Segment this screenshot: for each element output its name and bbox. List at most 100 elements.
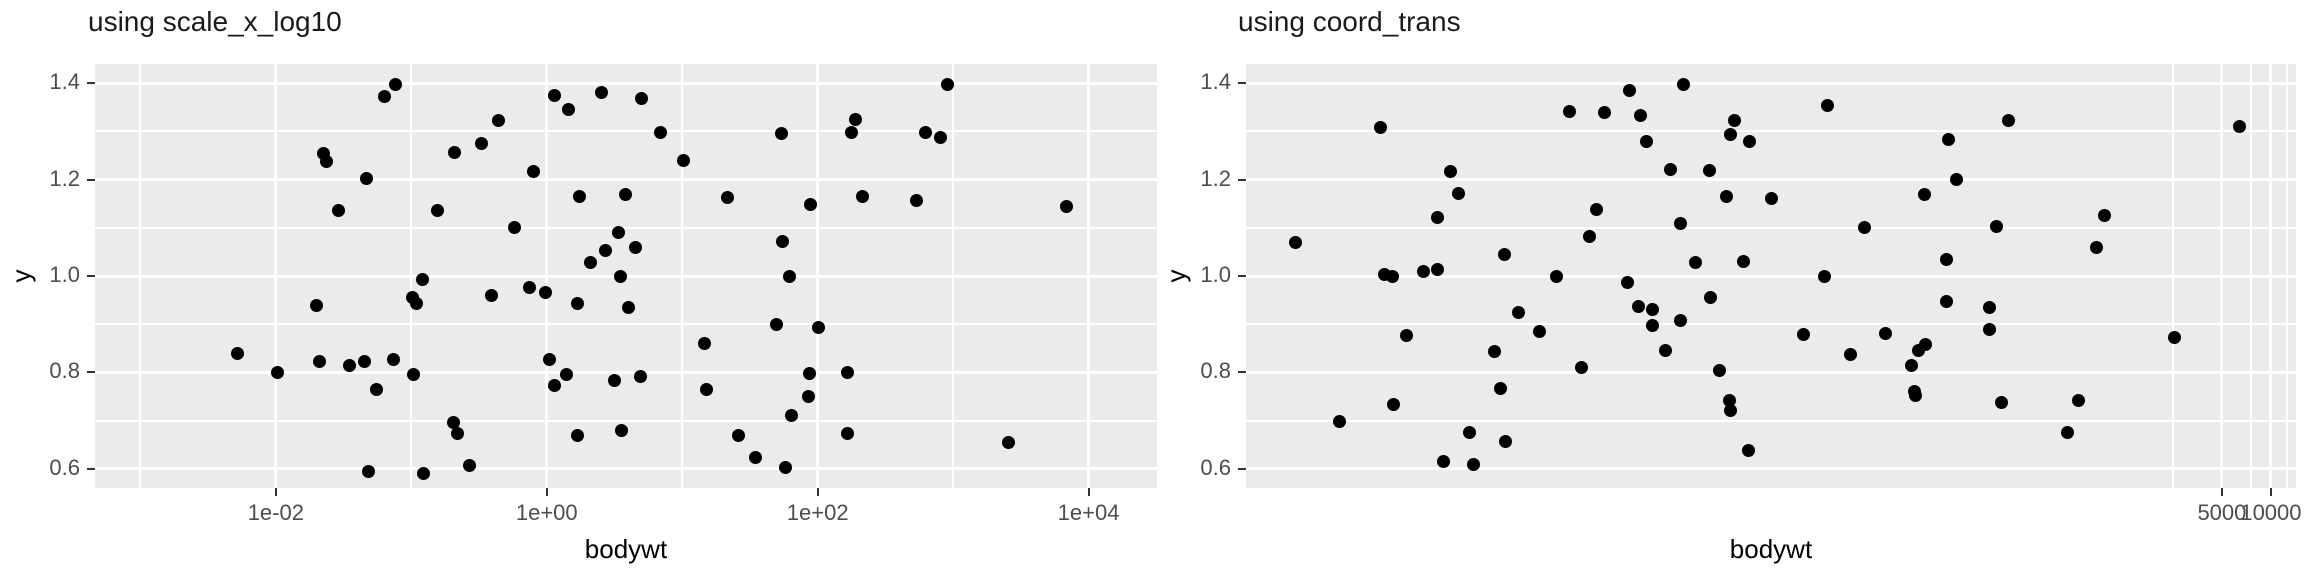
data-point <box>1646 319 1660 333</box>
data-point <box>1387 398 1401 412</box>
y-tick-mark <box>87 82 95 85</box>
data-point <box>910 194 924 208</box>
gridline-minor-y <box>95 323 1157 326</box>
y-tick-label: 1.0 <box>1200 262 1231 287</box>
gridline-major-y <box>1246 370 2296 374</box>
data-point <box>941 77 955 91</box>
gridline-major-x <box>2269 64 2273 488</box>
data-point <box>475 137 489 150</box>
data-point <box>377 89 391 103</box>
gridline-major-y <box>95 370 1157 374</box>
data-point <box>1631 299 1645 313</box>
data-point <box>548 88 562 102</box>
data-point <box>1843 348 1857 362</box>
data-point <box>1621 276 1635 290</box>
data-point <box>699 382 713 396</box>
data-point <box>447 415 461 429</box>
y-tick-label: 0.8 <box>49 358 80 384</box>
data-point <box>676 153 690 167</box>
x-tick-label: 1e+02 <box>786 500 849 525</box>
data-point <box>1821 98 1835 112</box>
data-point <box>1623 84 1637 97</box>
data-point <box>271 365 285 379</box>
data-point <box>1724 127 1738 141</box>
data-point <box>361 465 375 479</box>
data-point <box>1499 434 1513 448</box>
data-point <box>573 190 587 203</box>
data-point <box>804 198 818 212</box>
data-point <box>1443 164 1457 178</box>
data-point <box>1289 236 1303 250</box>
data-point <box>1431 211 1445 225</box>
data-point <box>1385 269 1399 283</box>
data-point <box>1676 77 1690 91</box>
gridline-minor-y <box>95 130 1157 133</box>
data-point <box>1431 263 1445 277</box>
x-tick-mark <box>2269 488 2272 496</box>
data-point <box>1940 295 1954 309</box>
data-point <box>934 130 948 144</box>
data-point <box>1002 436 1016 450</box>
data-point <box>1532 324 1546 338</box>
data-point <box>613 270 627 284</box>
data-point <box>841 427 855 441</box>
data-point <box>845 125 859 139</box>
data-point <box>1917 188 1931 202</box>
data-point <box>1994 396 2008 410</box>
data-point <box>484 288 498 302</box>
y-tick-label: 1.4 <box>49 69 80 95</box>
data-point <box>410 297 424 311</box>
data-point <box>1451 187 1465 201</box>
data-point <box>1598 105 1612 119</box>
x-tick-mark <box>1087 488 1090 496</box>
y-tick-label: 1.2 <box>49 165 80 191</box>
data-point <box>1333 414 1347 428</box>
data-point <box>230 346 244 360</box>
data-point <box>1463 426 1477 440</box>
y-tick-label: 0.8 <box>1200 358 1231 384</box>
y-tick-mark <box>1238 275 1246 277</box>
data-point <box>343 358 357 372</box>
data-point <box>776 235 789 249</box>
data-point <box>1858 221 1872 235</box>
data-point <box>1817 269 1831 283</box>
gridline-major-x <box>274 64 278 488</box>
y-tick-mark <box>1238 178 1246 181</box>
data-point <box>571 428 585 442</box>
gridline-minor-y <box>1246 226 2296 229</box>
data-point <box>1639 135 1653 149</box>
y-tick-label: 0.6 <box>1200 454 1231 480</box>
data-point <box>1989 220 2003 234</box>
gridline-major-y <box>1246 178 2296 182</box>
gridline-minor-y <box>1246 419 2296 422</box>
data-point <box>1466 458 1480 472</box>
gridline-major-x <box>1087 64 1091 488</box>
data-point <box>598 243 612 257</box>
data-point <box>389 77 403 91</box>
data-point <box>1416 264 1430 278</box>
gridline-major-x <box>2220 64 2224 488</box>
data-point <box>720 190 734 204</box>
data-point <box>360 172 374 186</box>
data-point <box>1562 104 1576 118</box>
data-point <box>1664 163 1678 177</box>
gridline-major-y <box>1246 467 2296 471</box>
data-point <box>312 354 326 368</box>
plot-panel-left <box>95 64 1157 488</box>
data-point <box>784 409 798 423</box>
data-point <box>1940 252 1954 266</box>
data-point <box>1919 338 1933 352</box>
data-point <box>430 204 444 218</box>
gridline-major-y <box>1246 274 2296 278</box>
data-point <box>1942 133 1956 147</box>
data-point <box>416 467 430 481</box>
data-point <box>1703 290 1717 304</box>
x-axis-title-right: bodywt <box>1729 534 1813 564</box>
data-point <box>583 256 597 270</box>
data-point <box>1743 135 1757 149</box>
data-point <box>628 240 642 254</box>
data-point <box>1487 344 1501 358</box>
data-point <box>406 367 420 381</box>
data-point <box>560 367 574 381</box>
